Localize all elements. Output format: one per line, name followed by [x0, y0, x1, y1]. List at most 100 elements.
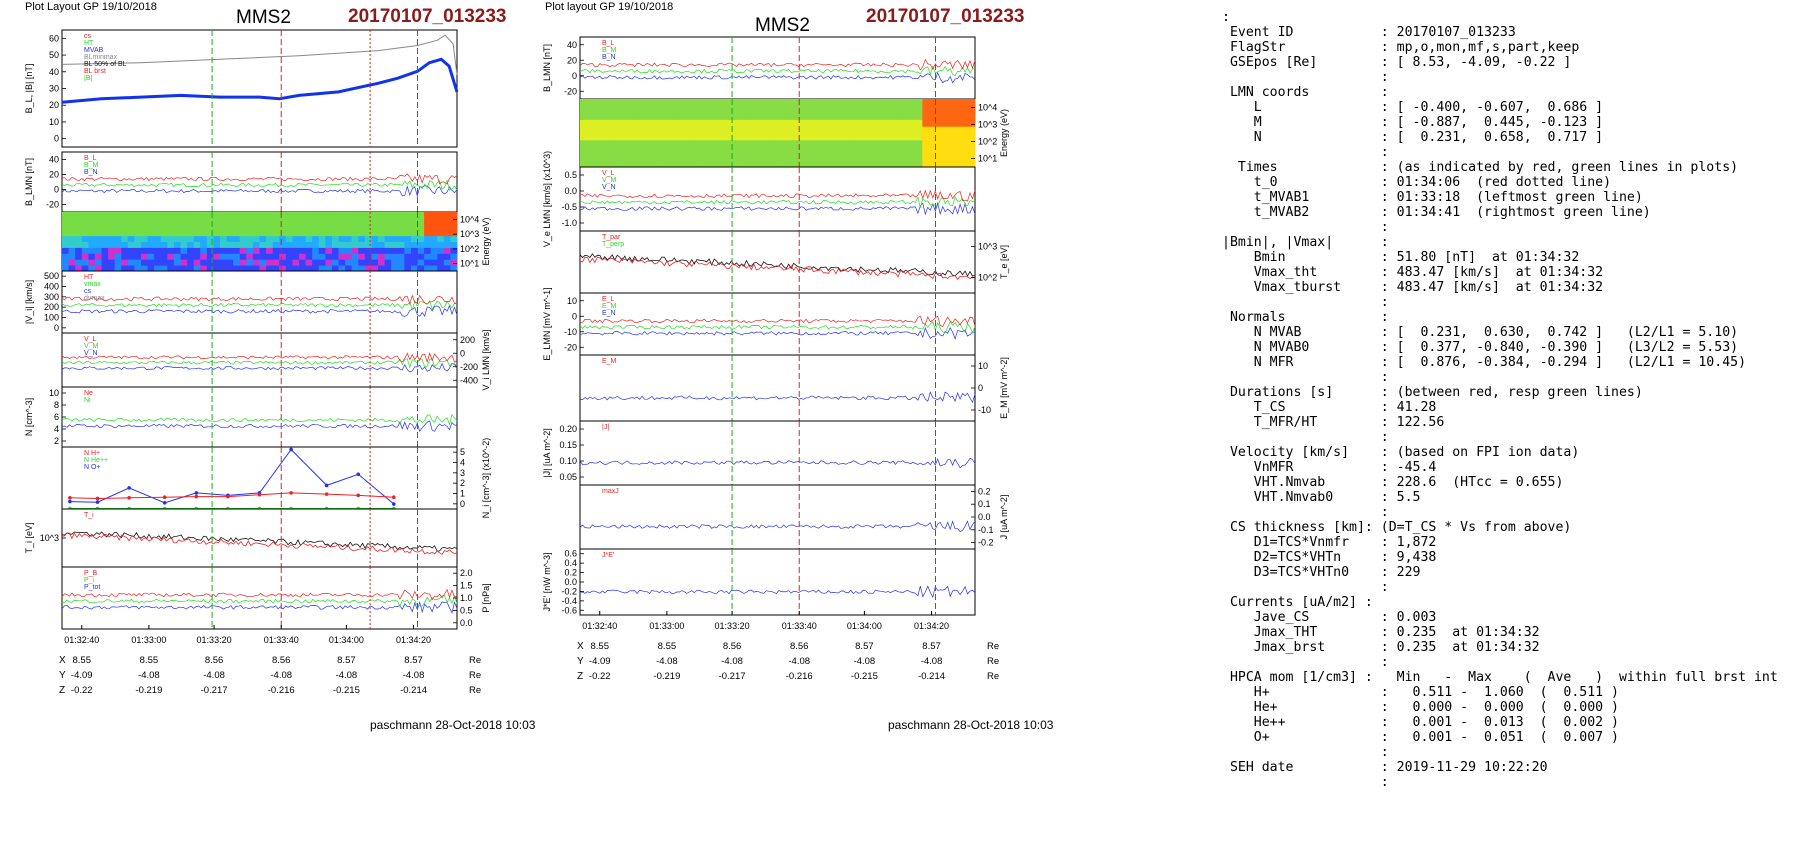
- heatmap-cell: [593, 160, 601, 168]
- heatmap-cell: [593, 139, 601, 148]
- heatmap-cell: [817, 112, 825, 120]
- heatmap-cell: [292, 247, 300, 254]
- summary-line: Currents [uA/m2] :: [1222, 595, 1373, 610]
- heatmap-cell: [417, 229, 425, 237]
- panel-6: 0.050.100.150.20|J| [uA m^-2]|J|: [542, 420, 976, 486]
- heatmap-cell: [612, 112, 620, 120]
- heatmap-cell: [345, 235, 353, 242]
- heatmap-cell: [358, 241, 366, 248]
- y-tick-label: 0: [460, 499, 465, 509]
- heatmap-cell: [580, 160, 588, 168]
- heatmap-cell: [876, 126, 884, 134]
- heatmap-cell: [586, 133, 594, 141]
- heatmap-cell: [863, 119, 871, 127]
- heatmap-cell: [371, 229, 379, 237]
- summary-line: :: [1222, 505, 1389, 520]
- heatmap-cell: [160, 217, 168, 225]
- heatmap-cell: [88, 217, 96, 225]
- heatmap-cell: [586, 139, 594, 148]
- summary-line: N MVAB : [ 0.231, 0.630, 0.742 ] (L2/L1 …: [1222, 325, 1739, 340]
- heatmap-cell: [948, 139, 956, 148]
- y-tick-label: 200: [460, 335, 475, 345]
- heatmap-cell: [889, 146, 897, 154]
- heatmap-cell: [285, 217, 293, 225]
- heatmap-cell: [424, 212, 432, 219]
- heatmap-cell: [882, 153, 890, 161]
- heatmap-cell: [410, 247, 418, 254]
- heatmap-cell: [173, 223, 181, 231]
- heatmap-cell: [955, 160, 963, 168]
- heatmap-cell: [127, 247, 135, 254]
- heatmap-cell: [856, 146, 864, 154]
- heatmap-cell: [299, 253, 307, 260]
- heatmap-cell: [397, 229, 405, 237]
- heatmap-cell: [220, 241, 228, 248]
- legend-entry: vmax: [84, 281, 101, 288]
- heatmap-cell: [410, 265, 418, 272]
- heatmap-cell: [948, 112, 956, 120]
- heatmap-cell: [777, 105, 785, 114]
- summary-line: Vmax_tburst : 483.47 [km/s] at 01:34:32: [1222, 280, 1604, 295]
- panel-frame: [579, 230, 976, 294]
- heatmap-cell: [830, 119, 838, 127]
- heatmap-cell: [790, 99, 798, 107]
- heatmap-cell: [731, 112, 739, 120]
- heatmap-cell: [645, 133, 653, 141]
- heatmap-cell: [338, 212, 346, 219]
- heatmap-cell: [450, 265, 458, 272]
- heatmap-cell: [252, 253, 260, 260]
- heatmap-cell: [777, 139, 785, 148]
- legend-entry: B_N: [84, 169, 98, 176]
- heatmap-cell: [279, 217, 287, 225]
- heatmap-cell: [823, 160, 831, 168]
- heatmap-cell: [678, 119, 686, 127]
- y-tick-label: 0.15: [559, 440, 577, 450]
- heatmap-cell: [606, 112, 614, 120]
- heatmap-cell: [424, 241, 432, 248]
- heatmap-cell: [285, 253, 293, 260]
- heatmap-cell: [698, 105, 706, 114]
- heatmap-cell: [922, 119, 930, 127]
- heatmap-cell: [121, 223, 129, 231]
- panel-frame: [61, 566, 458, 630]
- heatmap-cell: [645, 119, 653, 127]
- trace: [61, 600, 458, 614]
- heatmap-cell: [738, 105, 746, 114]
- heatmap-cell: [121, 247, 129, 254]
- summary-line: T_MFR/HT : 122.56: [1222, 415, 1445, 430]
- heatmap-cell: [226, 217, 234, 225]
- heatmap-cell: [738, 126, 746, 134]
- panel-2: -1.0-0.50.00.5V_e LMN [km/s] (x10^3) V_LV…: [542, 151, 976, 247]
- heatmap-cell: [968, 99, 976, 107]
- y-tick-label: -0.6: [561, 605, 577, 615]
- y-tick-label: 0.2: [978, 486, 991, 496]
- heatmap-cell: [935, 153, 943, 161]
- y-tick-label: 6: [54, 412, 59, 422]
- heatmap-cell: [246, 223, 254, 231]
- heatmap-cell: [915, 112, 923, 120]
- heatmap-cell: [810, 99, 818, 107]
- left-plot-layout-header: Plot Layout GP 19/10/2018: [25, 1, 157, 13]
- heatmap-cell: [75, 259, 83, 266]
- heatmap-cell: [285, 235, 293, 242]
- panel-frame: [61, 270, 458, 334]
- y-tick-label: 8: [54, 400, 59, 410]
- heatmap-cell: [318, 259, 326, 266]
- heatmap-cell: [299, 212, 307, 219]
- heatmap-cell: [285, 212, 293, 219]
- y-tick-label: 500: [44, 271, 59, 281]
- heatmap-cell: [114, 259, 122, 266]
- heatmap-cell: [751, 153, 759, 161]
- data-point: [356, 493, 361, 498]
- panel-2: 10^110^210^310^4 Energy (eV): [61, 211, 491, 272]
- y-tick-label: 10^2: [978, 137, 997, 147]
- heatmap-cell: [68, 217, 76, 225]
- legend-entry: |B|: [84, 75, 92, 82]
- heatmap-cell: [955, 139, 963, 148]
- heatmap-cell: [817, 153, 825, 161]
- heatmap-cell: [968, 153, 976, 161]
- heatmap-cell: [220, 235, 228, 242]
- heatmap-cell: [239, 229, 247, 237]
- heatmap-cell: [724, 126, 732, 134]
- y-tick-label: 0.5: [564, 170, 577, 180]
